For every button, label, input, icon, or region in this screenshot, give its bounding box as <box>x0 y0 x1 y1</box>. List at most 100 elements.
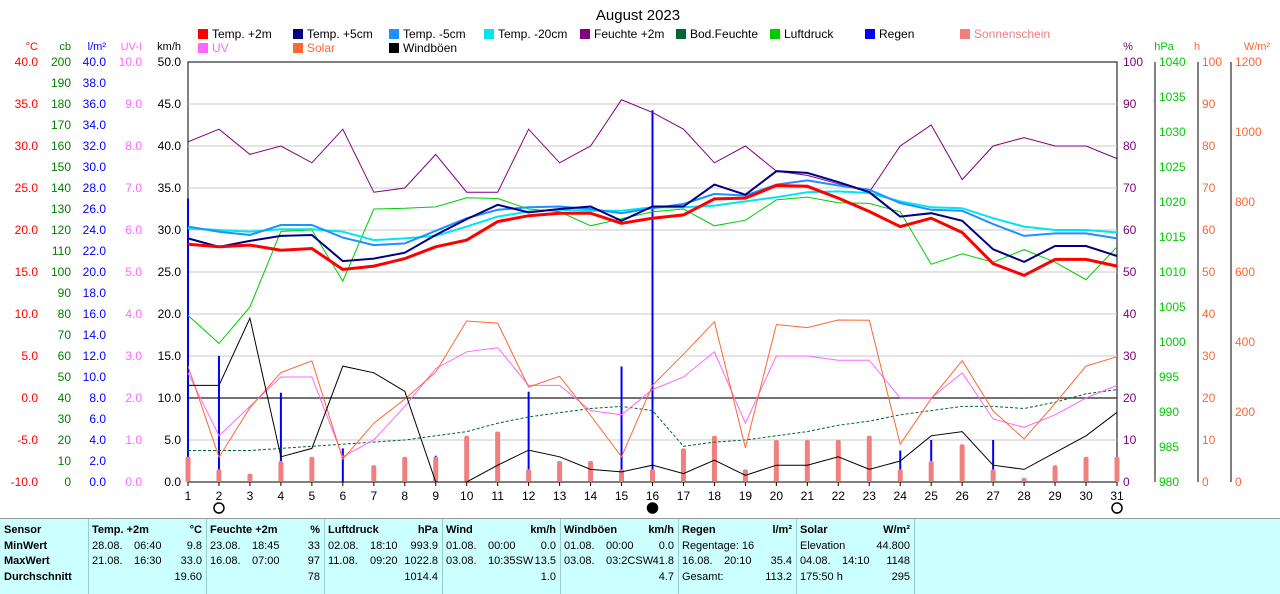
series-line-temp-5cm <box>187 170 1118 263</box>
stats-cell: 18:10 <box>370 539 398 552</box>
axis-tick-label: 995 <box>1159 370 1179 384</box>
x-tick-label: 17 <box>677 489 691 503</box>
series-line-feuchte-2m <box>187 99 1118 193</box>
stats-cell: 06:40 <box>134 539 162 552</box>
stats-cell: 00:00 <box>488 539 516 552</box>
legend-swatch <box>865 29 875 39</box>
axis-tick-label: 100 <box>1202 55 1222 69</box>
stats-row: Luftdruck hPa <box>328 523 438 538</box>
axis-tick-label: 35.0 <box>158 181 182 195</box>
axis-tick-label: 0 <box>64 475 71 489</box>
x-tick-label: 4 <box>278 489 285 503</box>
stats-row: 1.0 <box>446 570 556 585</box>
stats-column: Windböen km/h 01.08. 00:00 0.0 03.08. 03:2CSW 4… <box>560 519 679 594</box>
sunshine-bar <box>990 469 996 482</box>
stats-cell: 01.08. <box>564 539 595 552</box>
stats-row: Temp. +2m °C <box>92 523 202 538</box>
axis-tick-label: 70 <box>1123 181 1137 195</box>
sunshine-bar <box>185 456 191 482</box>
axis-tick-label: -10.0 <box>11 475 39 489</box>
legend-swatch <box>770 29 780 39</box>
legend-label: Luftdruck <box>784 27 834 41</box>
line-series <box>187 99 1118 483</box>
legend-swatch <box>389 43 399 53</box>
stats-cell: 1.0 <box>540 570 556 583</box>
bar-series <box>185 110 1120 483</box>
x-tick-label: 22 <box>832 489 846 503</box>
stats-cell: % <box>310 524 320 536</box>
stats-cell: Windböen <box>564 524 618 536</box>
x-tick-label: 18 <box>708 489 722 503</box>
sunshine-bar <box>1052 465 1058 482</box>
axis-tick-label: 38.0 <box>83 76 107 90</box>
axis-tick-label: 0 <box>1123 475 1130 489</box>
sunshine-bar <box>433 456 439 482</box>
axis-tick-label: 90 <box>1202 97 1216 111</box>
stats-cell: 0.0 <box>540 539 556 552</box>
stats-cell: W/m² <box>883 524 910 536</box>
axis-tick-label: 80 <box>1202 139 1216 153</box>
x-tick-label: 25 <box>925 489 939 503</box>
moon-markers <box>213 502 1123 514</box>
sunshine-bar <box>1021 477 1027 482</box>
stats-cell: 20:10 <box>724 555 752 567</box>
stats-cell: 1014.4 <box>404 570 438 583</box>
axis-tick-label: 5.0 <box>164 433 181 447</box>
stats-cell: Durchschnitt <box>4 570 72 583</box>
legend-label: Temp. +2m <box>212 27 272 41</box>
stats-cell: 01.08. <box>446 539 477 552</box>
rain-bar <box>217 356 220 482</box>
stats-cell: 28.08. <box>92 539 123 552</box>
legend-label: Sonnenschein <box>974 27 1050 41</box>
stats-cell: 78 <box>307 570 320 583</box>
stats-row: 1014.4 <box>328 570 438 585</box>
stats-cell: 295 <box>891 570 910 583</box>
axis-tick-label: 6.0 <box>89 412 106 426</box>
axis-tick-label: 90 <box>1123 97 1137 111</box>
stats-row: MaxWert <box>4 554 84 569</box>
axis-tick-label: 3.0 <box>125 349 142 363</box>
axis-tick-label: 10 <box>58 454 72 468</box>
axis-tick-label: 28.0 <box>83 181 107 195</box>
x-tick-label: 20 <box>770 489 784 503</box>
stats-row: 11.08. 09:20 1022.8 <box>328 554 438 569</box>
axis-tick-label: 26.0 <box>83 202 107 216</box>
rain-bar <box>899 450 902 482</box>
axis-tick-label: 0.0 <box>89 475 106 489</box>
stats-cell: Wind <box>446 524 473 536</box>
axis-tick-label: 10.0 <box>83 370 107 384</box>
axis-tick-label: 90 <box>58 286 72 300</box>
axis-tick-label: 600 <box>1235 265 1255 279</box>
sunshine-bar <box>959 444 965 482</box>
stats-cell: 02.08. <box>328 539 359 552</box>
x-tick-label: 19 <box>739 489 753 503</box>
axis-tick-label: 25.0 <box>15 181 39 195</box>
sunshine-bar <box>897 469 903 482</box>
axis-tick-label: 1.0 <box>125 433 142 447</box>
stats-table: Sensor MinWert MaxWert Durchschnitt Temp. +2… <box>0 518 1280 594</box>
stats-row: 01.08. 00:00 0.0 <box>564 539 674 554</box>
stats-cell: MaxWert <box>4 555 50 567</box>
axis-tick-label: 40.0 <box>15 55 39 69</box>
axis-tick-label: 990 <box>1159 405 1179 419</box>
axis-tick-label: 110 <box>52 244 71 258</box>
axis-tick-label: 120 <box>51 223 71 237</box>
stats-cell: Elevation <box>800 539 846 552</box>
axis-tick-label: 1010 <box>1159 265 1186 279</box>
axis-tick-label: 22.0 <box>83 244 107 258</box>
sunshine-bar <box>1114 456 1120 482</box>
stats-row: 16.08. 20:10 35.4 <box>682 554 792 569</box>
axis-tick-label: 150 <box>51 160 71 174</box>
axis-tick-label: 10.0 <box>158 391 182 405</box>
x-tick-label: 16 <box>646 489 660 503</box>
stats-cell: 16:30 <box>134 555 162 567</box>
axis-tick-label: 30 <box>1123 349 1137 363</box>
axis-tick-label: 30.0 <box>158 223 182 237</box>
axis-tick-label: 400 <box>1235 335 1255 349</box>
axis-tick-label: 20 <box>1202 391 1216 405</box>
axis-tick-label: 30.0 <box>15 139 39 153</box>
axis-tick-label: 4.0 <box>125 307 142 321</box>
stats-cell: 03:2CSW <box>606 555 654 567</box>
axis-unit-label: UV-I <box>121 41 142 53</box>
x-tick-label: 31 <box>1110 489 1124 503</box>
